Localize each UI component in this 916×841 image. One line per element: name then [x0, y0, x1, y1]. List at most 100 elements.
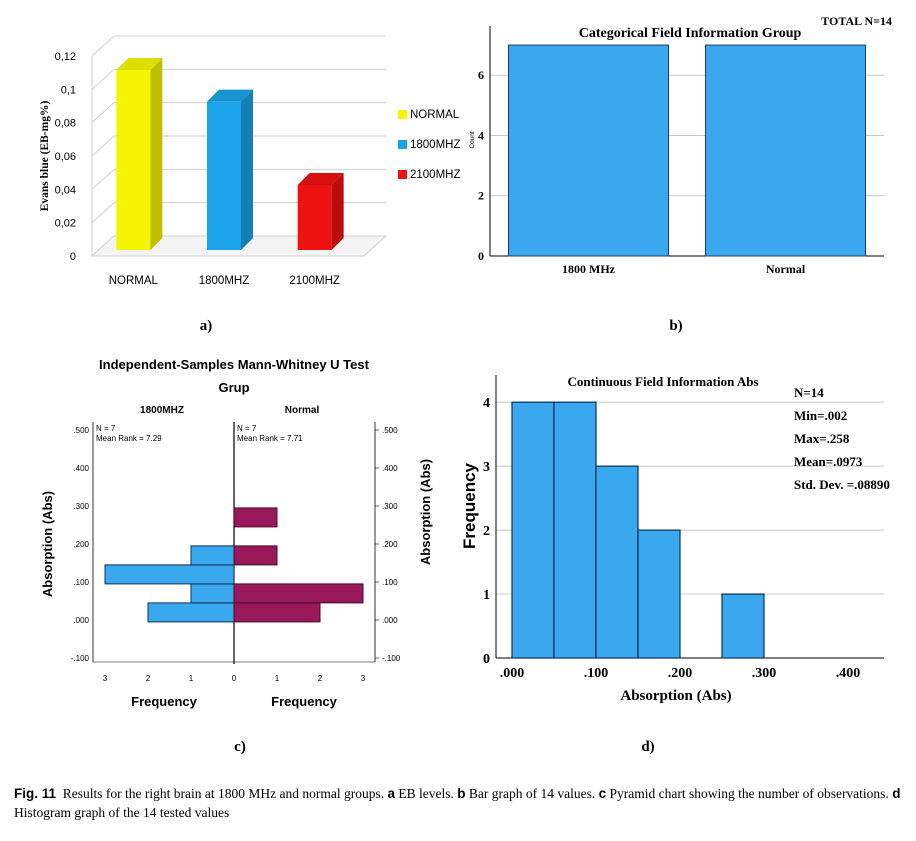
caption-b-text: Bar graph of 14 values.	[468, 786, 596, 801]
caption-fig-label: Fig. 11	[14, 786, 57, 801]
panel-d: 0 1 2 3 4 .000 .100 .200 .300 .400 Absorption (Abs…	[460, 374, 890, 755]
bar-d	[553, 401, 597, 659]
tick-label-y-d: 2	[483, 524, 490, 539]
tick-label-y-d: 1	[483, 588, 490, 603]
tick-label-x-d: .100	[584, 666, 609, 681]
tick-label-x-b: Normal	[766, 262, 806, 276]
tick-label-x-left-c: 2	[146, 674, 151, 683]
stats-line-d: Max=.258	[794, 431, 850, 446]
axis-label-y-d: Frequency	[460, 462, 479, 549]
axis-label-y-right-c: Absorption (Abs)	[418, 459, 433, 565]
panel-label-a: a)	[200, 318, 213, 334]
panel-b: 0 2 4 6 1800 MHz Normal Count Categorical Field…	[469, 14, 892, 334]
rank-label-right-c: Mean Rank = 7.71	[237, 434, 303, 443]
tick-label-y-right-c: .400	[382, 464, 398, 473]
bar-d	[595, 465, 639, 659]
tick-label-y-a: 0,12	[55, 51, 76, 63]
tick-label-y-left-c: .000	[73, 616, 89, 625]
legend-label-a: 1800MHZ	[410, 139, 461, 151]
tick-label-y-left-c: .500	[73, 426, 89, 435]
legend-swatch-a	[398, 110, 407, 119]
tick-label-y-d: 0	[483, 652, 490, 667]
tick-label-y-a: 0,1	[61, 84, 76, 96]
caption-b-letter: b	[457, 786, 466, 801]
tick-label-y-left-c: .100	[73, 578, 89, 587]
gridline-a-side	[91, 168, 115, 190]
tick-label-x-d: .000	[500, 666, 525, 681]
bar-right-c	[233, 583, 364, 604]
panel-a: 0 0,02 0,04 0,06 0,08 0,1 0,12 NORMAL 1800MHZ 210…	[39, 35, 461, 334]
tick-label-x-d: .400	[836, 666, 861, 681]
axis-label-y-b: Count	[469, 131, 476, 149]
legend-label-a: NORMAL	[410, 109, 460, 121]
caption-d-text: Histogram graph of the 14 tested values	[14, 805, 230, 820]
gridline-a-side	[91, 202, 115, 224]
legend-swatch-a	[398, 140, 407, 149]
caption-c-letter: c	[598, 786, 607, 801]
figure-caption: Fig. 11 Results for the right brain at 1…	[14, 784, 904, 822]
tick-label-y-a: 0,08	[55, 118, 76, 130]
gridline-a-side	[91, 135, 115, 157]
stats-line-d: Mean=.0973	[794, 454, 863, 469]
chart-subtitle-c: Grup	[218, 380, 249, 395]
tick-label-x-left-c: 3	[103, 674, 108, 683]
n-label-right-c: N = 7	[237, 424, 257, 433]
bar-d	[721, 593, 765, 659]
bar-a-front	[207, 101, 241, 251]
bar-a-side	[150, 58, 163, 250]
bar-a-top	[116, 58, 163, 70]
tick-label-y-right-c: .500	[382, 426, 398, 435]
bar-b	[508, 44, 669, 257]
bar-left-c	[190, 545, 235, 566]
axis-label-y-a: Evans blue (EB-mg%)	[39, 101, 51, 212]
bar-right-c	[233, 507, 278, 528]
tick-label-y-b: 0	[478, 249, 484, 263]
panel-label-b: b)	[669, 318, 682, 334]
bar-left-c	[104, 564, 235, 585]
panel-label-d: d)	[641, 739, 654, 755]
axis-label-x-right-c: Frequency	[271, 694, 338, 709]
axis-label-y-left-c: Absorption (Abs)	[40, 491, 55, 597]
tick-label-y-right-c: .000	[382, 616, 398, 625]
legend-label-a: 2100MHZ	[410, 169, 461, 181]
tick-label-x-left-c: 1	[189, 674, 194, 683]
caption-a-text: EB levels.	[398, 786, 454, 801]
tick-label-x-a: 1800MHZ	[199, 275, 250, 287]
caption-lead: Results for the right brain at 1800 MHz …	[62, 786, 385, 801]
tick-label-y-a: 0,06	[55, 151, 76, 163]
group-label-right-c: Normal	[285, 405, 320, 416]
chart-title-d: Continuous Field Information Abs	[567, 374, 758, 389]
tick-label-y-a: 0,04	[55, 184, 76, 196]
tick-label-y-b: 4	[478, 128, 484, 142]
legend-swatch-a	[398, 170, 407, 179]
tick-label-x-a: 2100MHZ	[289, 275, 340, 287]
caption-d-letter: d	[892, 786, 901, 801]
tick-label-y-left-c: .200	[73, 540, 89, 549]
bar-a-side	[241, 89, 253, 251]
tick-label-x-right-c: 1	[275, 674, 280, 683]
bar-left-c	[147, 602, 235, 623]
bar-b	[705, 44, 866, 257]
stats-line-d: N=14	[794, 385, 824, 400]
panel-label-c: c)	[234, 739, 246, 755]
axis-label-x-d: Absorption (Abs)	[620, 688, 731, 704]
bar-a-front	[116, 70, 151, 250]
bar-a-side	[331, 173, 344, 250]
rank-label-left-c: Mean Rank = 7.29	[96, 434, 162, 443]
tick-label-x-d: .200	[668, 666, 693, 681]
bar-a-top	[207, 89, 253, 102]
tick-label-y-left-c: -.100	[71, 654, 90, 663]
tick-label-y-right-c: .100	[382, 578, 398, 587]
chart-title-c: Independent-Samples Mann-Whitney U Test	[99, 357, 370, 372]
stats-line-d: Std. Dev. =.08890	[794, 477, 890, 492]
tick-label-y-a: 0	[70, 251, 76, 263]
gridline-a-side	[91, 102, 115, 124]
tick-label-x-right-c: 2	[318, 674, 323, 683]
tick-label-y-left-c: .300	[73, 502, 89, 511]
gridline-a-side	[91, 35, 115, 57]
bar-d	[511, 401, 555, 659]
axis-label-x-left-c: Frequency	[131, 694, 198, 709]
bar-d	[637, 529, 681, 659]
tick-label-y-b: 2	[478, 189, 484, 203]
tick-label-y-d: 4	[483, 396, 490, 411]
